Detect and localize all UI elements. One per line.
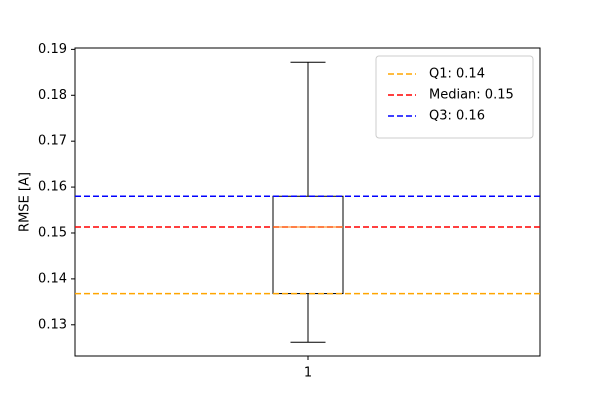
y-tick-label: 0.19 — [38, 42, 67, 57]
y-axis: 0.13 0.14 0.15 0.16 0.17 0.18 0.19 — [38, 42, 75, 332]
x-axis: 1 — [304, 356, 312, 381]
legend-label: Q3: 0.16 — [429, 109, 485, 124]
y-axis-label: RMSE [A] — [18, 172, 33, 232]
y-tick-label: 0.18 — [38, 88, 67, 103]
legend: Q1: 0.14 Median: 0.15 Q3: 0.16 — [375, 55, 534, 139]
y-tick-label: 0.16 — [38, 180, 67, 195]
y-tick-label: 0.14 — [38, 271, 67, 286]
y-tick-label: 0.17 — [38, 134, 67, 149]
x-tick-label: 1 — [304, 366, 312, 381]
legend-box — [375, 55, 534, 139]
legend-label: Median: 0.15 — [429, 88, 514, 103]
y-tick-label: 0.15 — [38, 225, 67, 240]
y-tick-label: 0.13 — [38, 317, 67, 332]
legend-label: Q1: 0.14 — [429, 67, 485, 82]
box — [272, 195, 344, 295]
